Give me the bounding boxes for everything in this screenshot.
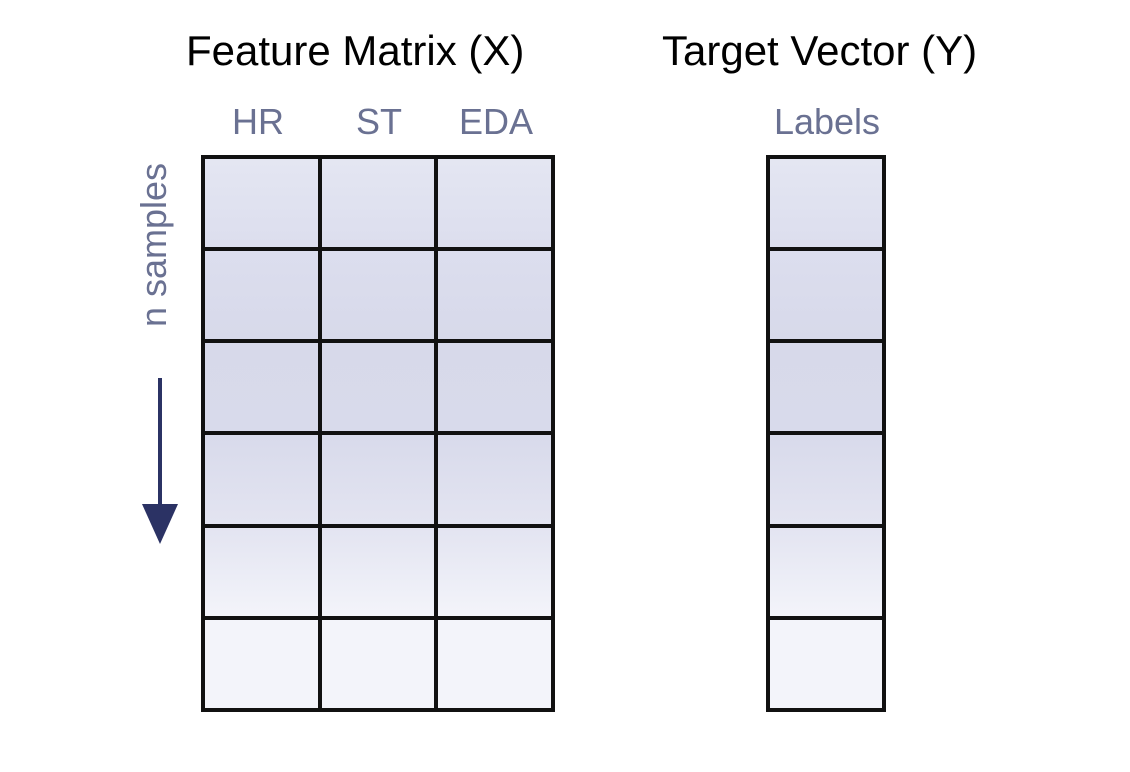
column-label-labels: Labels: [773, 101, 881, 142]
target-vector-cell: [770, 343, 882, 432]
n-samples-label: n samples: [133, 162, 174, 328]
feature-matrix-cell: [438, 619, 551, 708]
feature-matrix-cell: [321, 251, 435, 340]
target-vector-grid: [766, 155, 886, 712]
feature-matrix-cell: [438, 343, 551, 432]
column-label-hr: HR: [232, 101, 284, 142]
target-vector-cell: [770, 435, 882, 524]
column-label-st: ST: [355, 101, 403, 142]
feature-matrix-cell: [205, 159, 318, 248]
feature-matrix-cell: [438, 435, 551, 524]
target-vector-cell: [770, 251, 882, 340]
feature-matrix-cell: [205, 619, 318, 708]
target-vector-title: Target Vector (Y): [662, 27, 978, 74]
feature-matrix-cell: [205, 251, 318, 340]
feature-matrix-title: Feature Matrix (X): [186, 27, 525, 74]
feature-matrix-cell: [321, 435, 435, 524]
column-label-eda: EDA: [458, 101, 534, 142]
feature-matrix-cell: [438, 159, 551, 248]
feature-matrix-cell: [205, 343, 318, 432]
target-vector-cell: [770, 159, 882, 248]
feature-matrix-cell: [321, 343, 435, 432]
target-vector-cell: [770, 619, 882, 708]
feature-matrix-cell: [205, 527, 318, 616]
feature-matrix-cell: [438, 527, 551, 616]
feature-matrix-cell: [205, 435, 318, 524]
down-arrow-icon: [142, 378, 178, 544]
feature-matrix-grid: [201, 155, 555, 712]
target-vector-cell: [770, 527, 882, 616]
feature-matrix-cell: [321, 527, 435, 616]
feature-matrix-cell: [321, 159, 435, 248]
feature-matrix-cell: [321, 619, 435, 708]
feature-matrix-cell: [438, 251, 551, 340]
